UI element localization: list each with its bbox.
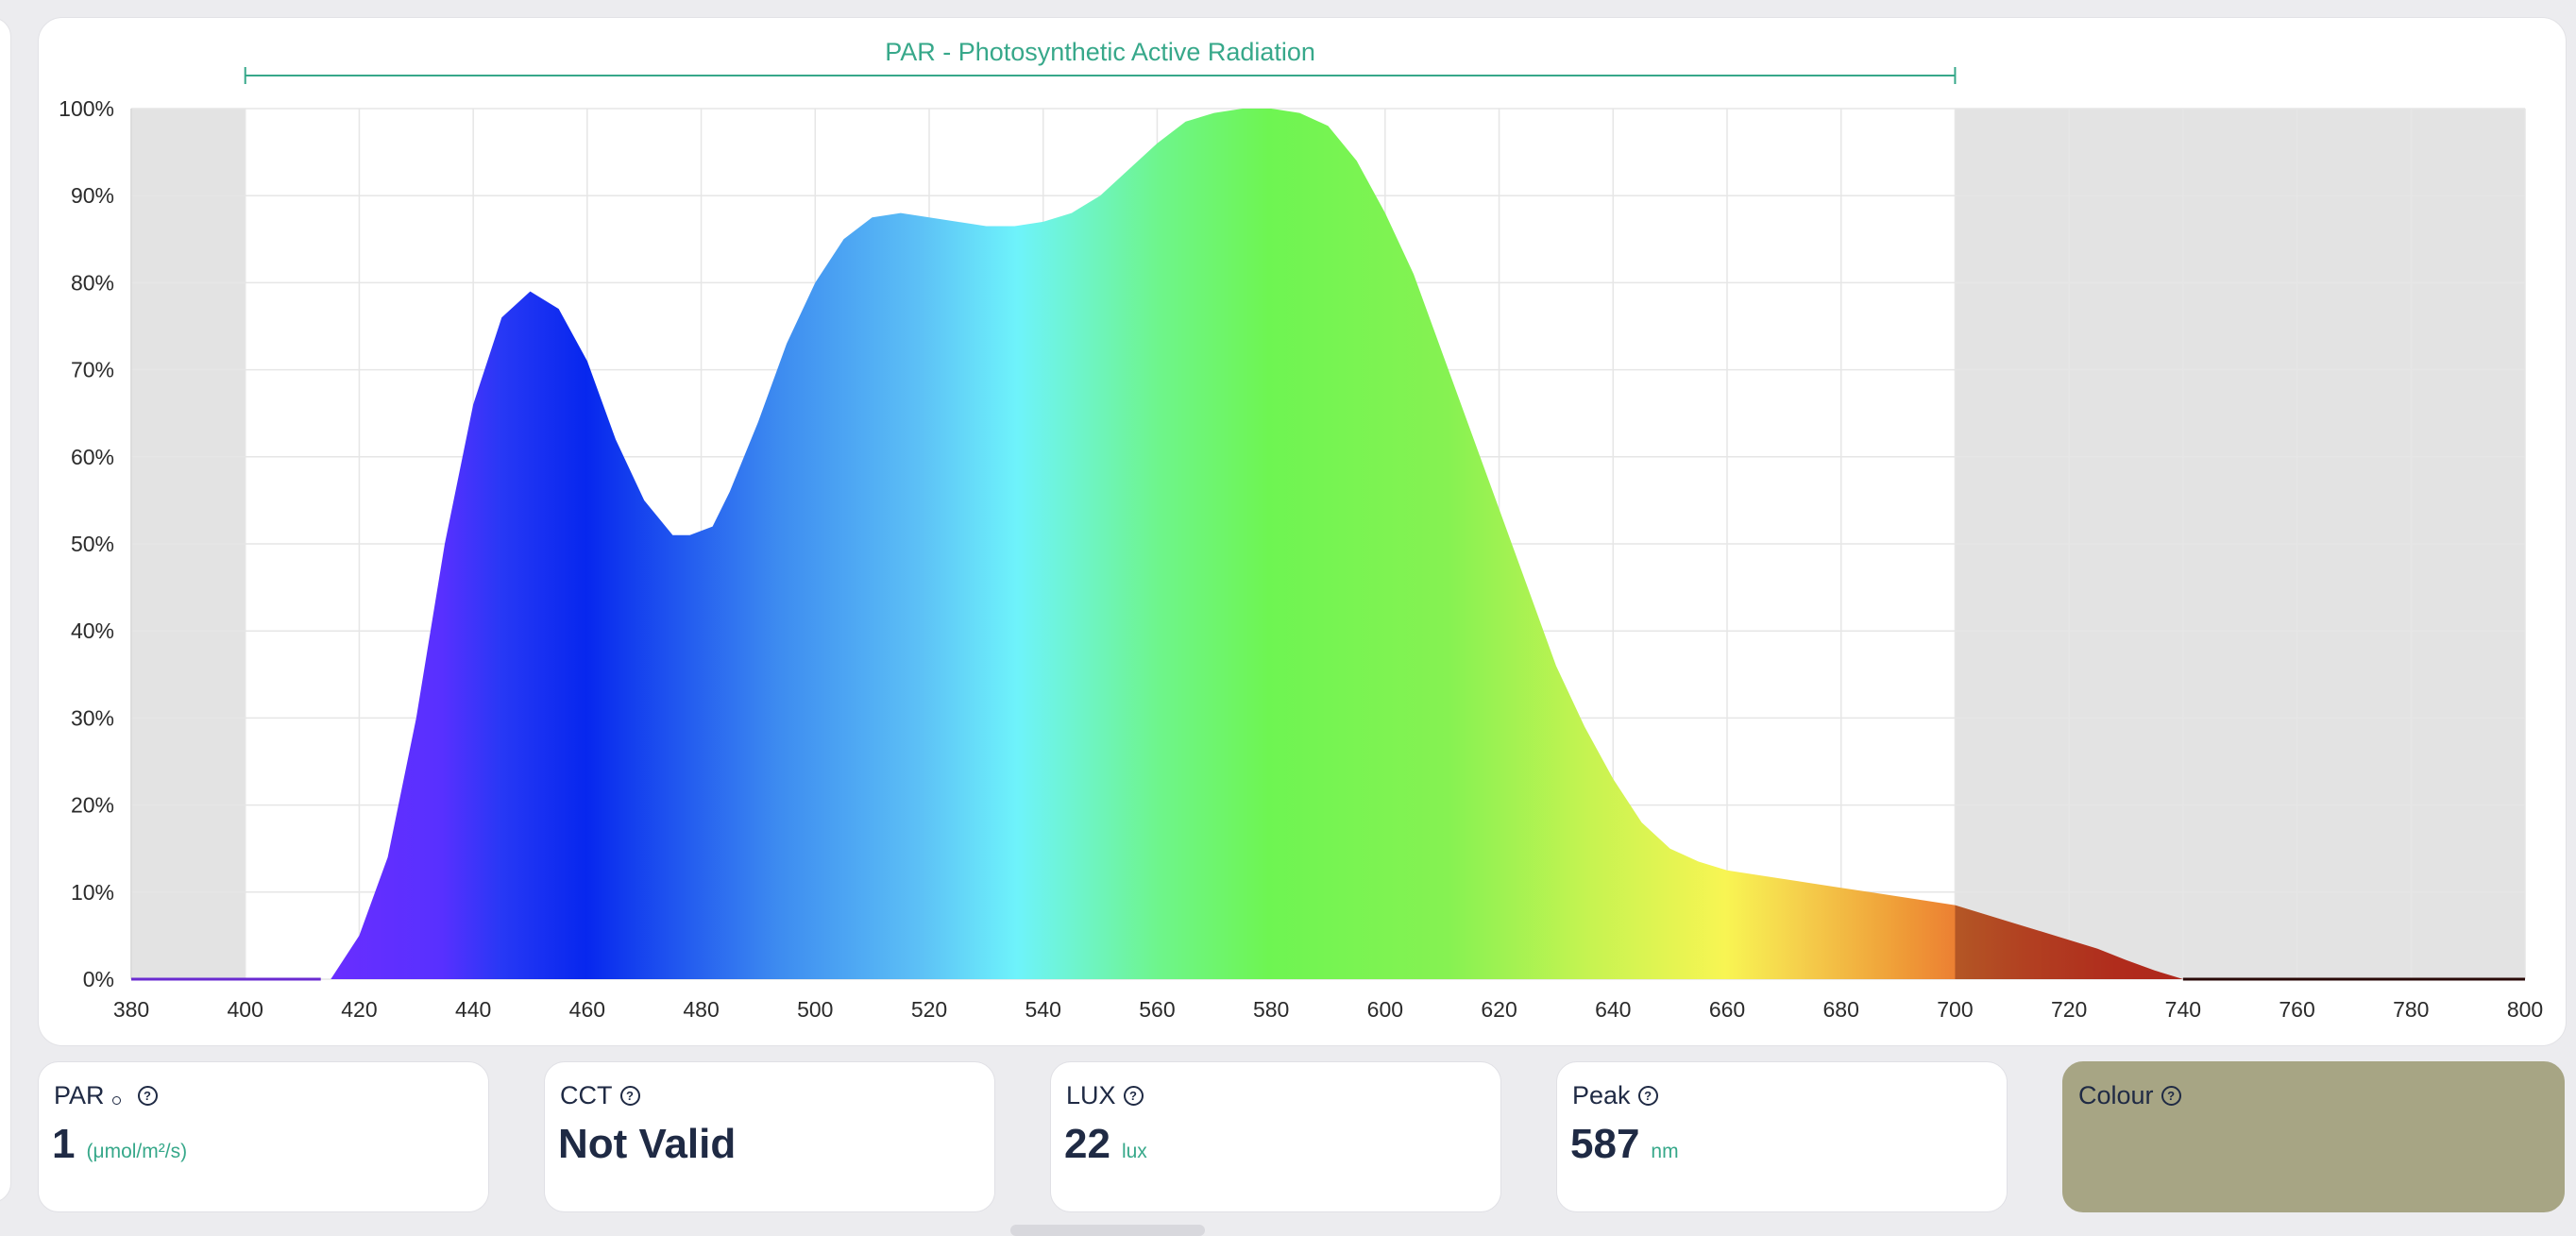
x-tick-label: 520 [911,997,947,1022]
par-label: PAR [54,1081,105,1109]
x-tick-label: 560 [1139,997,1175,1022]
x-tick-label: 640 [1595,997,1631,1022]
x-tick-label: 600 [1367,997,1403,1022]
x-tick-label: 680 [1823,997,1859,1022]
peak-value: 587 [1570,1121,1640,1167]
y-tick-label: 80% [71,270,114,295]
help-icon[interactable]: ? [619,1086,640,1106]
x-tick-label: 400 [228,997,263,1022]
y-tick-label: 60% [71,445,114,469]
colour-metric-card: Colour ? [2062,1061,2565,1212]
y-tick-label: 70% [71,358,114,382]
x-tick-label: 580 [1253,997,1289,1022]
help-icon[interactable]: ? [137,1086,158,1106]
scroll-handle[interactable] [1010,1225,1205,1236]
peak-metric-card: Peak ? 587 nm [1556,1061,2008,1212]
y-tick-label: 100% [59,96,114,121]
y-tick-label: 90% [71,183,114,208]
y-tick-label: 50% [71,532,114,556]
peak-label: Peak [1572,1081,1631,1109]
y-tick-label: 40% [71,618,114,643]
colour-label: Colour [2078,1081,2154,1109]
x-tick-label: 800 [2507,997,2543,1022]
x-tick-label: 380 [113,997,149,1022]
lux-label: LUX [1066,1081,1116,1109]
spectrum-area-outside-par [1955,905,2525,979]
x-tick-label: 540 [1025,997,1061,1022]
x-tick-label: 460 [569,997,605,1022]
par-metric-card: PAR ? 1 (μmol/m²/s) [38,1061,489,1212]
help-icon[interactable]: ? [1637,1086,1658,1106]
x-tick-label: 760 [2279,997,2314,1022]
sub-indicator-icon [111,1096,121,1105]
y-tick-label: 20% [71,793,114,818]
x-tick-label: 420 [341,997,377,1022]
spectrum-area [131,109,2525,979]
chart-title: PAR - Photosynthetic Active Radiation [885,38,1315,66]
side-panel-edge [0,17,11,1203]
par-unit: (μmol/m²/s) [86,1141,188,1162]
y-tick-label: 30% [71,705,114,730]
x-tick-label: 440 [455,997,491,1022]
x-tick-label: 620 [1481,997,1517,1022]
y-tick-label: 10% [71,880,114,905]
peak-unit: nm [1651,1141,1679,1162]
lux-value: 22 [1064,1121,1110,1167]
cct-value: Not Valid [558,1121,737,1167]
lux-metric-card: LUX ? 22 lux [1050,1061,1501,1212]
x-tick-label: 660 [1709,997,1745,1022]
x-tick-label: 720 [2051,997,2087,1022]
par-value: 1 [52,1121,76,1167]
x-tick-label: 740 [2165,997,2201,1022]
x-tick-label: 780 [2393,997,2429,1022]
spectrum-chart: 380 400 420 440 460 480 500 520 540 560 580 600 620 6… [59,38,2543,1022]
lux-unit: lux [1121,1141,1147,1162]
help-icon[interactable]: ? [1123,1086,1144,1106]
x-tick-label: 500 [797,997,833,1022]
spectrum-chart-card: 380 400 420 440 460 480 500 520 540 560 580 600 620 6… [38,17,2567,1046]
cct-metric-card: CCT ? Not Valid [544,1061,995,1212]
cct-label: CCT [560,1081,613,1109]
y-tick-label: 0% [83,967,114,991]
x-tick-label: 700 [1937,997,1973,1022]
x-tick-label: 480 [683,997,719,1022]
help-icon[interactable]: ? [2161,1086,2181,1106]
